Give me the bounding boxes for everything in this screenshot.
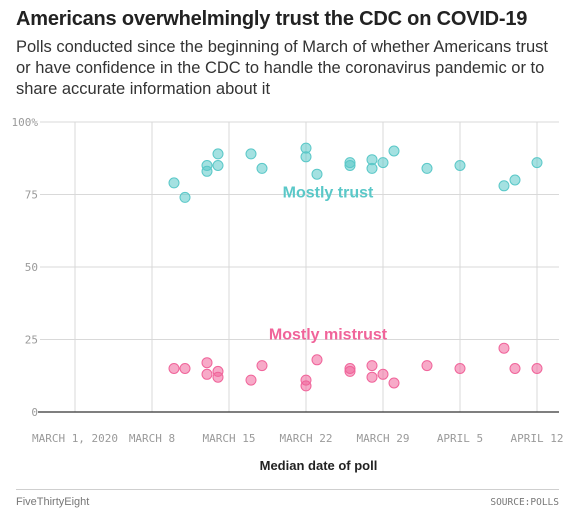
mostly-mistrust-point	[300, 380, 312, 392]
mostly-mistrust-point	[311, 354, 323, 366]
mostly-mistrust-point	[531, 363, 543, 374]
footer-source: SOURCE:POLLS	[490, 497, 559, 508]
mostly-trust-point	[421, 162, 433, 174]
grid	[38, 121, 559, 413]
mostly-trust-point	[212, 148, 224, 160]
x-axis: MARCH 1, 2020 MARCH 8 MARCH 15 MARCH 22 MARC…	[32, 432, 564, 445]
mostly-mistrust-point	[168, 363, 180, 374]
y-tick-label: 100%	[12, 116, 39, 129]
mostly-mistrust-point	[212, 371, 224, 383]
mostly-mistrust-point	[454, 363, 466, 374]
mostly-trust-point	[509, 174, 521, 186]
mostly-mistrust-point	[388, 377, 400, 389]
x-tick-label: APRIL 12	[511, 432, 564, 445]
x-tick-label: MARCH 1, 2020	[32, 432, 118, 445]
y-tick-label: 0	[31, 406, 38, 419]
x-tick-label: MARCH 29	[357, 432, 410, 445]
x-tick-label: MARCH 22	[280, 432, 333, 445]
mostly-mistrust-point	[509, 363, 521, 374]
mostly-trust-point	[344, 160, 356, 171]
mostly-mistrust-point	[498, 342, 510, 354]
y-tick-label: 50	[25, 261, 38, 274]
mostly-trust-point	[498, 180, 510, 192]
mostly-trust-point	[311, 168, 323, 180]
mostly-mistrust-point	[377, 368, 389, 380]
mostly-trust-point	[300, 151, 312, 163]
mostly-mistrust-point	[366, 360, 378, 372]
mostly-mistrust-point	[256, 360, 268, 372]
mostly-mistrust-point	[179, 363, 191, 374]
mostly-mistrust-point	[201, 368, 213, 380]
x-axis-title: Median date of poll	[260, 458, 378, 473]
mostly-trust-point	[201, 165, 213, 177]
y-tick-label: 25	[25, 334, 38, 347]
mostly-mistrust-point	[201, 357, 213, 369]
mostly-mistrust-point	[245, 374, 257, 386]
mostly-trust-point	[366, 162, 378, 174]
mostly-mistrust-point	[344, 365, 356, 377]
mostly-trust-point	[179, 191, 191, 203]
mostly-trust-point	[454, 160, 466, 171]
x-tick-label: MARCH 15	[203, 432, 256, 445]
mostly-trust-point	[245, 148, 257, 160]
mostly-trust-point	[388, 145, 400, 157]
annotations: Mostly trust Mostly mistrust	[269, 184, 388, 343]
mostly-trust-point	[168, 177, 180, 189]
chart-subtitle: Polls conducted since the beginning of M…	[16, 38, 548, 98]
y-tick-label: 75	[25, 189, 38, 202]
mostly-mistrust-point	[421, 360, 433, 372]
mostly-mistrust-label: Mostly mistrust	[269, 327, 388, 344]
mostly-trust-point	[212, 160, 224, 171]
x-tick-label: APRIL 5	[437, 432, 483, 445]
chart-title: Americans overwhelmingly trust the CDC o…	[16, 8, 528, 30]
mostly-trust-point	[531, 157, 543, 169]
x-tick-label: MARCH 8	[129, 432, 175, 445]
mostly-trust-point	[377, 157, 389, 169]
footer-brand: FiveThirtyEight	[16, 496, 90, 508]
data-points	[168, 142, 543, 392]
mostly-mistrust-point	[366, 371, 378, 383]
mostly-trust-point	[256, 162, 268, 174]
y-axis: 0 25 50 75 100%	[12, 116, 39, 419]
mostly-trust-label: Mostly trust	[283, 184, 374, 201]
footer-divider	[16, 489, 559, 490]
